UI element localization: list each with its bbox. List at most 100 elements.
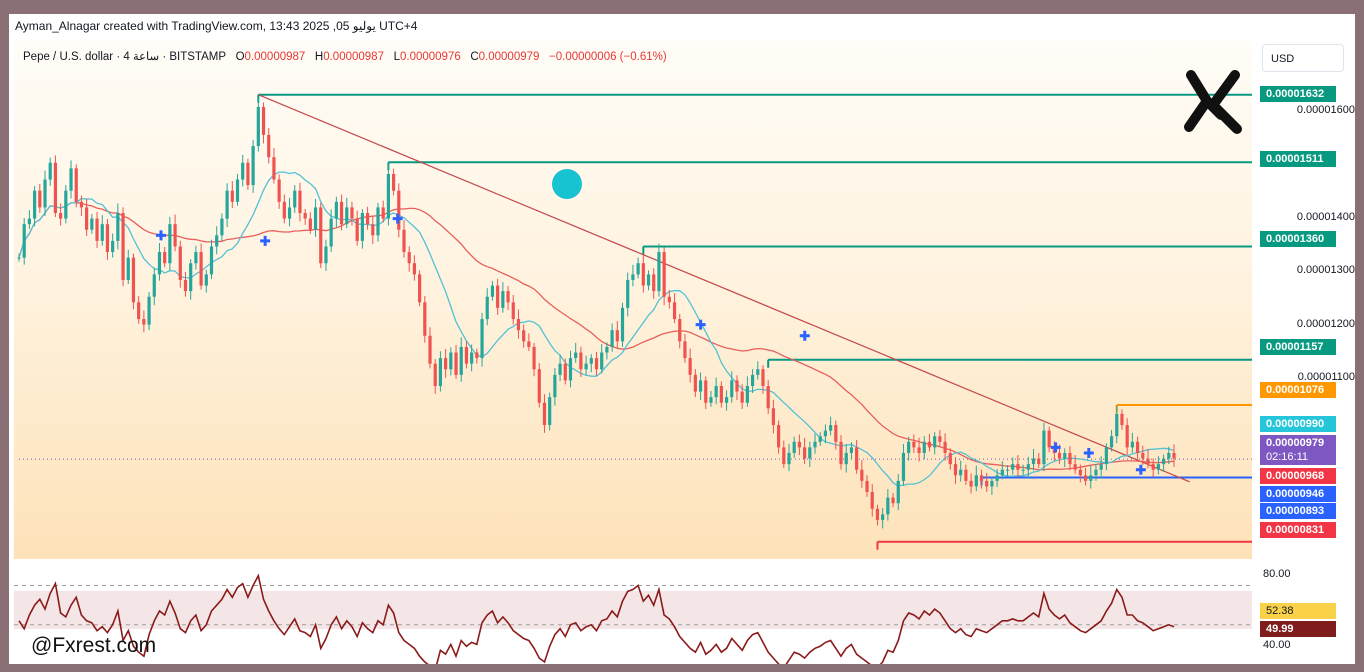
candle-body [1000, 469, 1004, 476]
candle-body [901, 452, 906, 481]
axis-tick: 0.00001200 [1296, 318, 1355, 330]
candle-body [163, 252, 167, 264]
candle-body [912, 441, 916, 448]
candle-body [709, 397, 713, 403]
candle-body [53, 162, 58, 213]
close-label: C [470, 51, 479, 63]
candle-body [1078, 469, 1082, 476]
price-tag: 0.00000990 [1260, 416, 1336, 432]
candle-body [969, 480, 973, 487]
axis-tick: 0.00001600 [1296, 104, 1355, 116]
candle-body [849, 447, 854, 453]
candle-body [480, 319, 484, 359]
candle-body [371, 224, 375, 236]
candle-body [797, 441, 802, 448]
candle-body [584, 363, 588, 370]
sma-slow-line [18, 202, 1175, 471]
candle-body [1172, 452, 1176, 459]
candle-body [985, 480, 989, 487]
candle-body [698, 380, 703, 392]
candle-body [418, 274, 422, 303]
rsi-pane[interactable] [14, 562, 1252, 664]
price-chart[interactable] [9, 14, 1355, 664]
candle-body [1026, 464, 1030, 470]
candle-body [527, 341, 531, 347]
candle-body [131, 257, 136, 303]
candle-body [558, 363, 562, 375]
candle-body [105, 224, 110, 253]
candle-body [444, 358, 448, 370]
candle-body [298, 190, 302, 213]
candle-body [964, 469, 968, 481]
candle-body [293, 190, 297, 208]
candle-body [839, 441, 843, 465]
candle-body [490, 285, 495, 297]
candle-body [79, 201, 84, 208]
candle-body [215, 235, 219, 247]
candle-body [412, 263, 417, 275]
candle-body [907, 441, 911, 453]
candle-body [397, 190, 401, 230]
candle-body [272, 157, 276, 180]
price-tag: 0.00001632 [1260, 86, 1336, 102]
candle-body [251, 146, 255, 186]
candle-body [59, 213, 63, 219]
candle-body [813, 441, 817, 448]
symbol-name[interactable]: Pepe / U.S. dollar · 4 ساعة · BITSTAMP [23, 51, 226, 63]
candle-body [308, 218, 312, 230]
candle-body [178, 246, 182, 280]
candle-body [287, 207, 292, 219]
candle-body [506, 291, 510, 303]
candle-body [313, 207, 318, 230]
teal-dot-marker [552, 169, 582, 199]
candle-body [771, 408, 775, 426]
candle-body [881, 514, 885, 520]
candle-body [43, 179, 47, 208]
candle-body [204, 274, 208, 286]
axis-tick: 0.00001400 [1296, 211, 1355, 223]
candle-body [350, 207, 354, 219]
low-label: L [393, 51, 400, 63]
candle-body [402, 229, 406, 253]
candle-body [74, 168, 78, 202]
candle-body [360, 213, 364, 241]
plus-marker [156, 230, 167, 241]
plus-marker [799, 330, 810, 341]
candle-body [256, 106, 260, 147]
candle-body [1120, 413, 1124, 426]
candle-body [782, 447, 786, 465]
candle-body [111, 240, 115, 253]
candle-body [953, 464, 958, 476]
trend-line [258, 94, 1190, 483]
candle-body [137, 302, 141, 320]
rsi-value-a: 52.38 [1260, 603, 1336, 619]
candle-body [1099, 464, 1103, 470]
candle-body [974, 475, 978, 487]
candle-body [69, 168, 73, 191]
candle-body [246, 162, 250, 186]
candle-body [886, 497, 890, 515]
candle-body [875, 508, 880, 520]
price-tag: 0.00001076 [1260, 382, 1336, 398]
price-tag: 0.00001157 [1260, 339, 1336, 355]
currency-button[interactable]: USD [1262, 44, 1344, 72]
candle-body [1089, 475, 1093, 481]
candle-body [1063, 452, 1067, 459]
candle-body [704, 380, 708, 403]
candle-body [678, 319, 682, 342]
candle-body [1130, 441, 1134, 448]
price-pane[interactable] [14, 40, 1252, 559]
candle-body [1094, 469, 1098, 476]
candle-body [194, 252, 198, 264]
candle-body [719, 386, 723, 403]
bar-countdown: 02:16:11 [1260, 450, 1336, 465]
candle-body [168, 224, 172, 264]
candle-body [126, 257, 130, 280]
candle-body [470, 352, 474, 364]
candle-body [235, 179, 240, 202]
candle-body [501, 291, 505, 308]
candle-body [933, 436, 937, 448]
candle-body [636, 263, 640, 275]
candle-body [438, 358, 443, 386]
candle-body [787, 452, 791, 465]
